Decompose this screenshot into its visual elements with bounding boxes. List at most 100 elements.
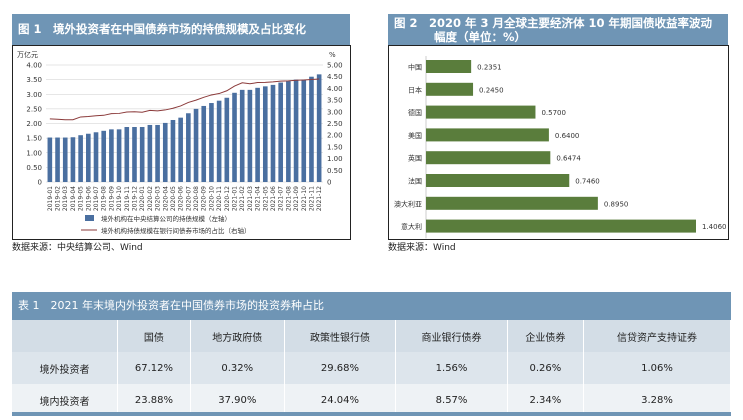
x-tick-label: 2021-01 bbox=[232, 186, 239, 211]
x-tick-label: 2020-02 bbox=[147, 186, 154, 211]
bar bbox=[426, 151, 551, 165]
x-tick-label: 2019-04 bbox=[70, 186, 77, 211]
category-label: 美国 bbox=[408, 131, 422, 140]
x-tick-label: 2020-07 bbox=[185, 186, 192, 211]
x-tick-label: 2020-09 bbox=[201, 186, 208, 211]
x-tick-label: 2020-10 bbox=[208, 186, 215, 211]
x-tick-label: 2020-04 bbox=[162, 186, 169, 211]
bar bbox=[124, 127, 130, 182]
x-tick-label: 2020-11 bbox=[216, 186, 223, 211]
x-tick-label: 2021-10 bbox=[301, 186, 308, 211]
fig2-chart: 中国 0.2351 日本 0.2450 德国 0.5700 美国 0.6400 英国 0.6474… bbox=[388, 45, 729, 240]
bar bbox=[86, 133, 91, 182]
category-label: 法国 bbox=[408, 177, 422, 186]
x-tick-label: 2019-09 bbox=[108, 186, 115, 211]
x-tick-label: 2019-01 bbox=[47, 186, 54, 211]
table-cell: 1.56% bbox=[395, 352, 508, 384]
right-tick-label: 3.50 bbox=[327, 97, 343, 105]
table-cell: 24.04% bbox=[284, 384, 397, 416]
x-tick-label: 2021-04 bbox=[255, 186, 262, 211]
table-cell: 37.90% bbox=[190, 384, 285, 416]
left-tick-label: 3.00 bbox=[26, 91, 42, 99]
table-row: 境外投资者 67.12% 0.32% 29.68% 1.56% 0.26% 1.06% bbox=[12, 352, 732, 384]
bar bbox=[426, 219, 696, 233]
x-tick-label: 2019-03 bbox=[62, 186, 69, 211]
bar bbox=[116, 129, 122, 182]
table1: 国债 地方政府债 政策性银行债 商业银行债券 企业债券 信贷资产支持证券 境外投… bbox=[12, 320, 732, 416]
x-tick-label: 2019-10 bbox=[116, 186, 123, 211]
bar bbox=[232, 92, 237, 182]
data-label: 0.8950 bbox=[604, 200, 629, 208]
line-series bbox=[49, 78, 320, 121]
table-cell: 2.34% bbox=[507, 384, 584, 416]
fig1-source: 数据来源：中央结算公司、Wind bbox=[12, 243, 143, 253]
x-tick-label: 2019-12 bbox=[131, 186, 138, 211]
bar bbox=[147, 124, 153, 182]
x-tick-label: 2019-06 bbox=[85, 186, 92, 211]
x-tick-label: 2020-05 bbox=[170, 186, 177, 211]
header-cell: 企业债券 bbox=[507, 320, 584, 352]
x-tick-label: 2021-02 bbox=[239, 186, 246, 211]
bar bbox=[132, 127, 137, 182]
bar bbox=[293, 79, 299, 182]
legend-line-label: 境外机构持债规模在银行间债券市场的占比（右轴） bbox=[101, 226, 251, 235]
x-tick-label: 2019-11 bbox=[124, 186, 131, 211]
right-tick-label: 0 bbox=[327, 179, 331, 187]
bar bbox=[426, 105, 536, 119]
right-axis-unit: % bbox=[329, 51, 336, 59]
data-label: 0.6474 bbox=[556, 155, 581, 163]
table-cell: 1.06% bbox=[583, 352, 732, 384]
fig2-title-line2: 幅度（单位：%） bbox=[434, 30, 527, 44]
table-bottom-rule bbox=[12, 412, 731, 416]
table-cell: 29.68% bbox=[284, 352, 397, 384]
bar bbox=[101, 130, 107, 182]
bar bbox=[47, 137, 53, 182]
x-tick-label: 2020-03 bbox=[155, 186, 162, 211]
x-tick-label: 2020-08 bbox=[193, 186, 200, 211]
bar bbox=[309, 76, 314, 182]
bar bbox=[155, 124, 160, 182]
bar bbox=[316, 74, 322, 182]
left-tick-label: 1.00 bbox=[26, 149, 42, 157]
table-header-row: 国债 地方政府债 政策性银行债 商业银行债券 企业债券 信贷资产支持证券 bbox=[12, 320, 732, 352]
bar bbox=[426, 174, 570, 187]
bar bbox=[216, 100, 222, 182]
x-tick-label: 2021-08 bbox=[285, 186, 292, 211]
bar bbox=[201, 105, 207, 182]
fig2-title: 图 2 2020 年 3 月全球主要经济体 10 年期国债收益率波动 幅度（单位：… bbox=[388, 14, 728, 45]
x-tick-label: 2021-06 bbox=[270, 186, 277, 211]
data-label: 0.2351 bbox=[477, 64, 502, 72]
x-tick-label: 2021-05 bbox=[262, 186, 269, 211]
bar bbox=[426, 196, 598, 210]
left-tick-label: 3.50 bbox=[26, 76, 42, 84]
fig1-chart: 万亿元% 0 0.50 1.00 1.50 2.00 2.50 3.00 3.50 4.00 0 0.… bbox=[12, 45, 351, 240]
bar bbox=[209, 103, 214, 182]
bar bbox=[286, 81, 291, 182]
data-label: 1.4060 bbox=[702, 223, 727, 231]
left-tick-label: 0.50 bbox=[26, 164, 42, 172]
category-label: 英国 bbox=[408, 154, 422, 163]
table-cell: 0.26% bbox=[507, 352, 584, 384]
data-label: 0.6400 bbox=[555, 132, 580, 140]
left-tick-label: 2.50 bbox=[26, 105, 42, 113]
table-cell: 23.88% bbox=[117, 384, 191, 416]
bar bbox=[278, 82, 283, 182]
left-tick-label: 4.00 bbox=[26, 62, 42, 70]
table-cell: 境外投资者 bbox=[12, 352, 118, 384]
bar bbox=[239, 89, 245, 182]
right-tick-label: 3.00 bbox=[327, 108, 343, 116]
bar bbox=[247, 89, 253, 182]
right-tick-label: 4.00 bbox=[327, 85, 343, 93]
right-tick-label: 1.50 bbox=[327, 143, 343, 151]
table-cell: 3.28% bbox=[583, 384, 732, 416]
bar bbox=[262, 86, 268, 182]
bar bbox=[301, 79, 307, 182]
bar bbox=[139, 127, 145, 182]
data-label: 0.2450 bbox=[479, 86, 504, 94]
fig1-title: 图 1 境外投资者在中国债券市场的持债规模及占比变化 bbox=[12, 14, 350, 45]
bar bbox=[193, 108, 199, 182]
x-tick-label: 2020-01 bbox=[139, 186, 146, 211]
x-tick-label: 2021-03 bbox=[247, 186, 254, 211]
bar bbox=[426, 128, 549, 142]
bar bbox=[55, 137, 60, 182]
